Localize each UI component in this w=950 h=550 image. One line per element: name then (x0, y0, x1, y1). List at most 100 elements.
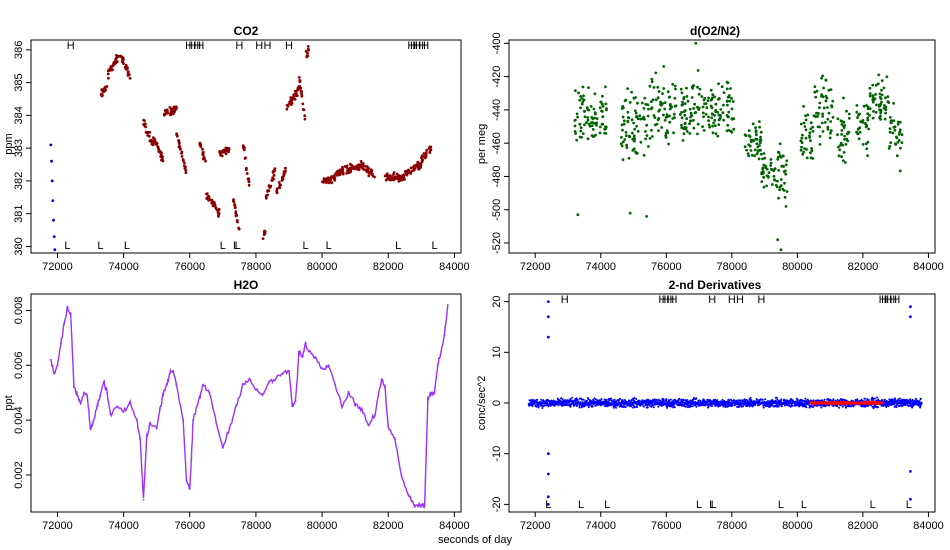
data-point (364, 168, 368, 172)
low-marker: L (97, 240, 103, 252)
data-point (755, 152, 759, 156)
x-tick-label: 74000 (585, 520, 616, 532)
data-point (634, 111, 638, 115)
x-tick-label: 78000 (241, 261, 272, 273)
data-point (642, 153, 646, 157)
data-point (626, 110, 630, 114)
data-point (636, 101, 639, 105)
y-tick-label: -10 (491, 446, 503, 462)
data-point (678, 397, 681, 400)
data-point (270, 179, 274, 182)
data-point (799, 122, 803, 126)
data-point (762, 163, 766, 167)
data-point (109, 67, 113, 70)
data-point (780, 400, 783, 403)
data-point (673, 406, 676, 409)
data-point (801, 133, 804, 137)
data-point (578, 98, 582, 102)
data-point (898, 397, 901, 400)
data-point (684, 127, 688, 131)
data-point (719, 108, 723, 111)
data-point (673, 112, 676, 116)
data-point (576, 398, 579, 401)
data-point (818, 143, 822, 146)
data-point (659, 100, 662, 104)
data-point (840, 133, 843, 136)
data-point (645, 123, 649, 127)
data-point (691, 84, 695, 88)
data-point (888, 144, 892, 148)
data-point (573, 119, 577, 122)
high-marker: H (708, 294, 716, 306)
data-point (625, 146, 629, 150)
data-point (621, 104, 624, 108)
data-point (839, 141, 843, 145)
data-point (680, 110, 683, 114)
data-point (692, 126, 696, 130)
data-point (593, 116, 596, 120)
data-point (201, 147, 204, 151)
data-point (689, 399, 692, 402)
data-point (707, 115, 710, 119)
data-point (692, 400, 694, 403)
data-point (809, 121, 813, 125)
data-point (704, 102, 708, 105)
data-point (815, 89, 819, 93)
data-points (573, 41, 904, 252)
data-point (831, 99, 835, 103)
data-point (212, 204, 216, 208)
data-point (155, 142, 159, 145)
data-point (824, 78, 828, 82)
data-point (115, 55, 119, 59)
data-point (126, 74, 130, 77)
data-point (776, 179, 779, 183)
data-point (622, 122, 626, 126)
data-point (804, 128, 808, 132)
data-point (773, 178, 777, 182)
data-point (761, 166, 765, 170)
data-point (711, 93, 715, 96)
data-point (534, 399, 536, 402)
high-marker: HH (188, 40, 204, 52)
data-point (892, 119, 896, 122)
data-point (685, 95, 689, 98)
data-point (804, 118, 808, 122)
data-point (219, 150, 223, 154)
data-point (650, 135, 654, 138)
data-point (826, 117, 830, 121)
data-point (652, 86, 656, 89)
data-point (623, 138, 627, 141)
data-point (685, 405, 687, 408)
data-point (855, 104, 859, 107)
data-point (755, 398, 758, 401)
data-point (707, 405, 710, 408)
data-point (751, 122, 755, 126)
data-point (626, 87, 629, 90)
data-point (354, 166, 358, 170)
data-point (895, 154, 899, 158)
data-point (813, 90, 817, 94)
data-point (755, 142, 759, 146)
data-point (592, 107, 596, 111)
data-point (680, 123, 683, 127)
data-point (670, 105, 673, 109)
data-point (652, 114, 656, 117)
data-point (722, 103, 725, 107)
data-point (264, 196, 268, 200)
data-point (653, 116, 657, 119)
data-point (581, 132, 585, 136)
data-point (604, 102, 608, 106)
data-point (771, 168, 774, 172)
data-point (619, 142, 623, 146)
data-point (629, 405, 632, 408)
data-point (282, 170, 286, 174)
data-point (845, 109, 848, 113)
data-point (716, 110, 719, 114)
panel-title: H2O (234, 278, 259, 292)
data-point (635, 398, 638, 400)
data-point (842, 96, 845, 100)
data-point (711, 131, 715, 135)
data-point (668, 95, 672, 99)
data-point (828, 404, 831, 407)
data-point (587, 86, 590, 89)
